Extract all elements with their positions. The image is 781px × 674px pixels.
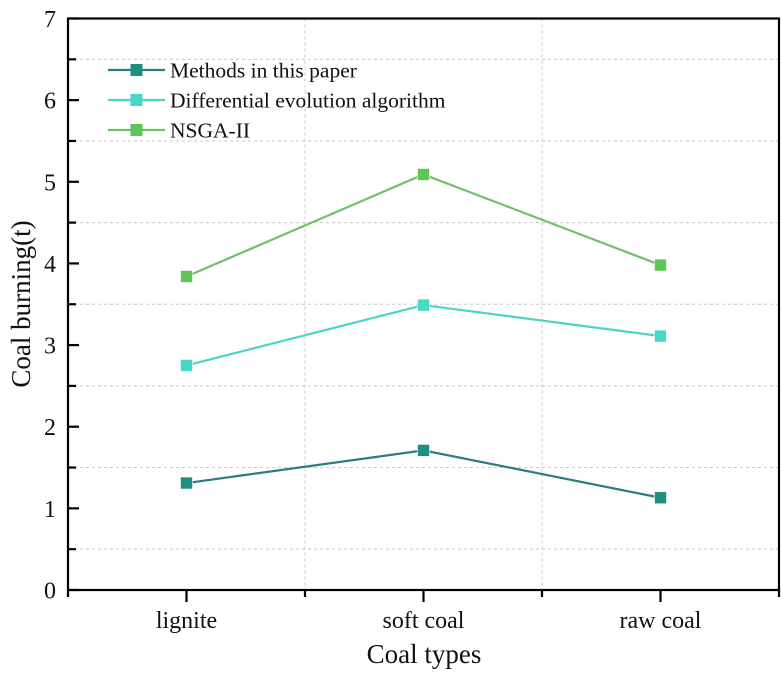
data-point-marker <box>654 258 667 272</box>
series-layer <box>180 168 667 505</box>
y-tick-label: 2 <box>44 415 56 441</box>
y-axis-title: Coal burning(t) <box>6 220 36 387</box>
series-methods-in-this-paper <box>180 444 667 505</box>
legend-label: NSGA-II <box>170 119 250 143</box>
y-tick-label: 7 <box>44 7 56 33</box>
y-tick-label: 4 <box>44 252 56 278</box>
legend-square-marker-icon <box>130 94 143 106</box>
y-axis-ticks: 0 1 2 3 4 5 6 7 <box>44 7 79 605</box>
legend-label: Differential evolution algorithm <box>170 89 446 113</box>
data-point-marker <box>180 476 193 490</box>
data-point-marker <box>654 491 667 505</box>
y-tick-label: 5 <box>44 170 56 196</box>
legend-square-marker-icon <box>130 64 143 76</box>
y-tick-label: 3 <box>44 334 56 360</box>
legend-label: Methods in this paper <box>170 59 357 83</box>
legend-square-marker-icon <box>130 124 143 136</box>
x-tick-label: soft coal <box>383 608 465 634</box>
legend-item: Differential evolution algorithm <box>108 89 446 113</box>
series-nsga-ii <box>180 168 667 283</box>
data-point-marker <box>417 168 430 181</box>
legend: Methods in this paper Differential evolut… <box>108 59 446 143</box>
series-line <box>186 449 661 499</box>
y-tick-label: 6 <box>44 89 56 115</box>
data-point-marker <box>417 444 430 457</box>
x-axis-ticks: lignite soft coal raw coal <box>66 590 781 634</box>
data-point-marker <box>417 298 430 312</box>
y-tick-label: 0 <box>44 579 56 605</box>
series-line <box>186 173 661 278</box>
data-point-marker <box>180 359 193 372</box>
series-differential-evolution-algorithm <box>180 298 667 372</box>
x-axis-title: Coal types <box>367 639 482 669</box>
legend-item: Methods in this paper <box>108 59 357 83</box>
data-point-marker <box>180 270 193 283</box>
series-line <box>186 303 661 367</box>
legend-item: NSGA-II <box>108 119 250 143</box>
y-tick-label: 1 <box>44 497 56 523</box>
x-tick-label: lignite <box>156 608 217 634</box>
data-point-marker <box>654 329 667 343</box>
x-tick-label: raw coal <box>620 608 702 634</box>
